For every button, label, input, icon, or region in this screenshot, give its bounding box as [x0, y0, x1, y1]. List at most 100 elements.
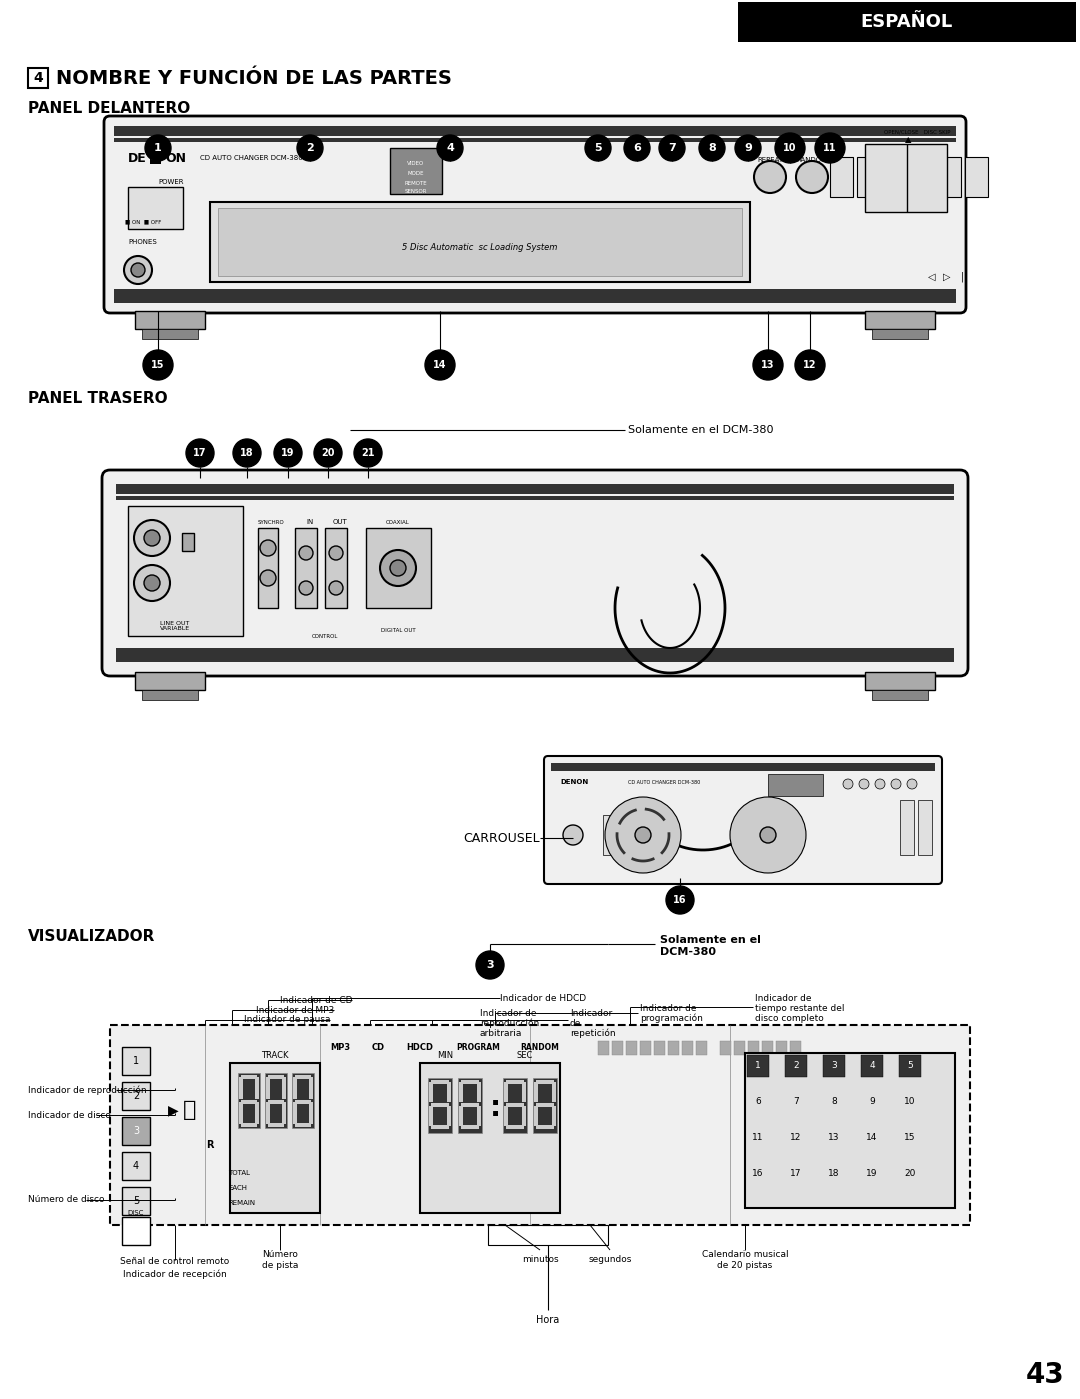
Bar	[122, 1046, 150, 1074]
Bar	[522, 1081, 526, 1102]
Text: Indicador de: Indicador de	[640, 1003, 697, 1013]
Text: ■ ON  ■ OFF: ■ ON ■ OFF	[125, 220, 161, 224]
Bar	[114, 126, 956, 136]
Circle shape	[314, 439, 342, 467]
Bar	[293, 1077, 297, 1100]
Text: Número
de pista: Número de pista	[261, 1251, 298, 1270]
Text: 2: 2	[793, 1062, 799, 1070]
Text: 4: 4	[446, 143, 454, 152]
Circle shape	[476, 951, 504, 979]
Text: 7: 7	[793, 1097, 799, 1107]
Bar	[461, 1080, 480, 1084]
Bar	[238, 1073, 260, 1128]
Bar	[122, 1081, 150, 1109]
Bar	[504, 1107, 508, 1126]
Bar	[461, 1102, 480, 1107]
Bar	[431, 1125, 449, 1129]
Text: DE: DE	[129, 151, 147, 165]
Circle shape	[635, 827, 651, 844]
Text: SENSOR: SENSOR	[405, 189, 428, 193]
Bar	[681, 1041, 693, 1055]
Text: programación: programación	[640, 1013, 703, 1023]
Bar	[122, 1151, 150, 1179]
Text: segundos: segundos	[589, 1255, 632, 1265]
Bar	[431, 1102, 449, 1107]
Text: 5: 5	[907, 1062, 913, 1070]
Bar	[282, 1077, 286, 1100]
Bar	[258, 527, 278, 609]
Text: RANDOM: RANDOM	[521, 1042, 559, 1052]
Text: Indicador de pausa: Indicador de pausa	[243, 1016, 330, 1024]
Text: 9: 9	[744, 143, 752, 152]
Text: |: |	[960, 271, 963, 283]
Bar	[598, 1041, 609, 1055]
Bar	[325, 527, 347, 609]
Circle shape	[143, 350, 173, 381]
Circle shape	[297, 134, 323, 161]
Text: 43: 43	[1026, 1361, 1065, 1389]
Text: PROGRAM: PROGRAM	[456, 1042, 500, 1052]
Bar	[745, 1053, 955, 1207]
Bar	[507, 1102, 524, 1107]
Bar	[785, 1055, 807, 1077]
Bar	[218, 208, 742, 276]
Text: OPEN/CLOSE   DISC SKIP: OPEN/CLOSE DISC SKIP	[885, 130, 950, 134]
Text: EACH: EACH	[228, 1185, 247, 1191]
Circle shape	[843, 779, 853, 789]
Circle shape	[624, 134, 650, 161]
Bar	[734, 1041, 745, 1055]
Bar	[309, 1077, 313, 1100]
Text: 17: 17	[791, 1170, 801, 1178]
Circle shape	[144, 530, 160, 546]
Text: ON: ON	[165, 151, 186, 165]
Circle shape	[740, 807, 796, 863]
Circle shape	[760, 827, 777, 844]
Bar	[183, 533, 194, 551]
Text: 12: 12	[791, 1133, 801, 1143]
Bar	[266, 1077, 270, 1100]
Text: N: N	[150, 152, 160, 162]
Text: de: de	[570, 1018, 581, 1027]
Bar	[239, 1102, 243, 1123]
Bar	[477, 1081, 481, 1102]
Text: 20: 20	[321, 448, 335, 457]
Bar	[534, 1081, 538, 1102]
Bar	[536, 1102, 554, 1107]
Text: ◁: ◁	[928, 271, 935, 283]
Text: Solamente en el: Solamente en el	[660, 935, 761, 944]
Bar	[939, 157, 961, 197]
Bar	[150, 150, 161, 164]
Bar	[447, 1107, 451, 1126]
Text: 16: 16	[753, 1170, 764, 1178]
Text: 6: 6	[633, 143, 640, 152]
FancyBboxPatch shape	[104, 116, 966, 313]
Bar	[861, 1055, 883, 1077]
Text: MODE: MODE	[408, 171, 424, 175]
Circle shape	[299, 546, 313, 560]
Circle shape	[815, 133, 845, 164]
Circle shape	[233, 439, 261, 467]
Bar	[503, 1079, 527, 1133]
Bar	[241, 1123, 257, 1128]
Text: CD AUTO CHANGER DCM-380: CD AUTO CHANGER DCM-380	[627, 779, 700, 785]
Text: Indicador de: Indicador de	[480, 1009, 537, 1017]
Text: 10: 10	[904, 1097, 916, 1107]
Text: 12: 12	[804, 360, 816, 369]
Circle shape	[408, 201, 424, 218]
Text: minutos: minutos	[522, 1255, 558, 1265]
Text: SYNCHRO: SYNCHRO	[258, 519, 285, 525]
Bar	[507, 1125, 524, 1129]
Bar	[477, 1107, 481, 1126]
Circle shape	[426, 350, 455, 381]
Bar	[626, 1041, 637, 1055]
Text: 18: 18	[828, 1170, 840, 1178]
Bar	[612, 1041, 623, 1055]
Circle shape	[859, 779, 869, 789]
Text: 17: 17	[193, 448, 206, 457]
Bar	[428, 1079, 453, 1133]
Bar	[431, 1080, 449, 1084]
Text: R: R	[206, 1140, 214, 1150]
Text: 5 Disc Automatic  sc Loading System: 5 Disc Automatic sc Loading System	[403, 242, 557, 252]
Text: 4: 4	[133, 1161, 139, 1171]
Bar	[488, 1226, 608, 1245]
